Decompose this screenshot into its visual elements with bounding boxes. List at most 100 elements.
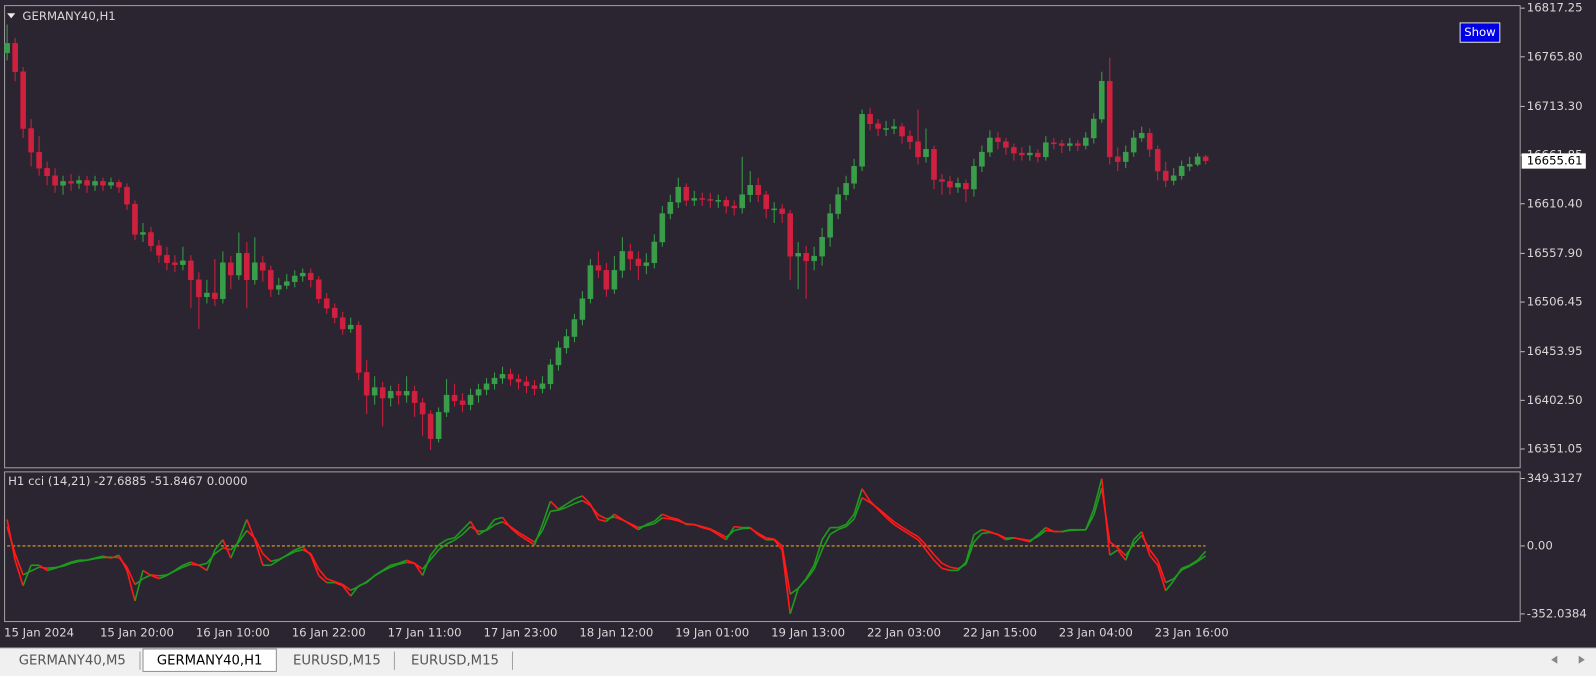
candle-body [1011, 147, 1017, 154]
candle-body [467, 394, 474, 405]
indicator-segment [813, 549, 823, 570]
candle-body [100, 181, 106, 186]
indicator-segment [70, 560, 80, 565]
scroll-left[interactable] [1551, 655, 1558, 664]
indicator-segment [901, 526, 911, 533]
indicator-segment [38, 566, 48, 569]
indicator-segment [358, 580, 368, 588]
indicator-segment [238, 530, 248, 543]
indicator-segment [438, 543, 448, 551]
indicator-segment [749, 527, 759, 535]
candle-body [859, 114, 865, 167]
indicator-segment [1149, 549, 1159, 561]
candle-body [1043, 142, 1049, 158]
indicator-segment [893, 521, 903, 528]
tab-label[interactable]: EURUSD,M15 [293, 654, 381, 669]
indicator-segment [470, 525, 479, 533]
x-tick-label: 23 Jan 16:00 [1155, 626, 1229, 640]
indicator-segment [965, 541, 975, 565]
candle-body [1051, 142, 1057, 144]
indicator-segment [334, 581, 344, 587]
indicator-segment [318, 574, 328, 584]
indicator-segment [1117, 547, 1127, 557]
candle-body [643, 262, 650, 266]
candle-body [196, 279, 202, 298]
indicator-segment [334, 580, 343, 586]
candle-body [116, 182, 122, 188]
indicator-segment [174, 566, 184, 572]
tab-label[interactable]: GERMANY40,M5 [19, 654, 126, 669]
indicator-segment [510, 525, 519, 534]
indicator-segment [725, 529, 735, 538]
show-button[interactable] [1459, 22, 1501, 43]
indicator-segment [318, 568, 328, 580]
candle-body [779, 208, 785, 214]
indicator-segment [877, 507, 887, 516]
tab-label[interactable]: EURUSD,M15 [411, 654, 499, 669]
indicator-segment [1037, 526, 1047, 536]
indicator-segment [670, 516, 679, 521]
indicator-segment [717, 532, 727, 538]
indicator-segment [734, 525, 743, 529]
candle-body [507, 374, 514, 380]
show-button-label[interactable]: Show [1464, 25, 1496, 39]
indicator-segment [766, 537, 775, 540]
candle-body [851, 166, 857, 184]
y-tick-label: 16351.05 [1527, 441, 1583, 455]
indicator-segment [1197, 550, 1207, 561]
indicator-segment [390, 563, 399, 568]
indicator-segment [1037, 529, 1047, 538]
indicator-segment [837, 525, 847, 531]
indicator-segment [925, 549, 935, 561]
candle-body [395, 391, 402, 396]
candle-body [299, 272, 306, 277]
indicator-segment [47, 566, 56, 569]
indicator-segment [350, 585, 360, 592]
indicator-segment [502, 521, 511, 528]
candle-body [84, 180, 90, 186]
indicator-segment [821, 527, 831, 541]
collapse-icon[interactable] [7, 13, 16, 19]
candle-body [92, 181, 98, 186]
scroll-right[interactable] [1578, 655, 1585, 664]
indicator-segment [549, 500, 560, 510]
candle-body [1106, 80, 1113, 158]
tab-label[interactable]: GERMANY40,H1 [157, 654, 263, 669]
y-tick-label: 16453.95 [1527, 344, 1583, 358]
candle-body [931, 149, 937, 180]
candle-body [979, 151, 985, 167]
indicator-segment [485, 518, 496, 531]
indicator-segment [214, 547, 224, 555]
indicator-segment [366, 575, 376, 583]
candle-body [283, 281, 290, 286]
candle-body [1170, 175, 1177, 181]
candle-body [1067, 143, 1073, 146]
indicator-segment [390, 562, 399, 567]
indicator-segment [22, 564, 32, 587]
x-tick-label: 19 Jan 13:00 [771, 626, 845, 640]
tab-active[interactable] [142, 648, 277, 672]
candle-body [987, 137, 993, 153]
indicator-segment [837, 523, 847, 529]
candle-body [571, 319, 578, 337]
indicator-segment [1109, 549, 1119, 556]
indicator-segment [86, 557, 96, 562]
indicator-segment [1149, 554, 1159, 566]
y-tick-label: 16817.25 [1527, 1, 1583, 15]
candle-body [523, 381, 530, 386]
indicator-segment [526, 536, 535, 543]
indicator-segment [70, 559, 80, 563]
candle-body [339, 317, 346, 330]
indicator-segment [653, 513, 663, 523]
candle-body [403, 391, 410, 396]
candle-body [164, 254, 170, 264]
indicator-segment [294, 546, 304, 551]
candle-body [547, 364, 554, 385]
candle-body [971, 166, 977, 190]
indicator-segment [413, 562, 424, 576]
indicator-segment [1133, 534, 1143, 545]
last-price-box [1521, 153, 1586, 169]
candle-body [1162, 170, 1169, 181]
indicator-segment [1013, 537, 1023, 540]
y-tick-label: 16557.90 [1527, 246, 1583, 260]
